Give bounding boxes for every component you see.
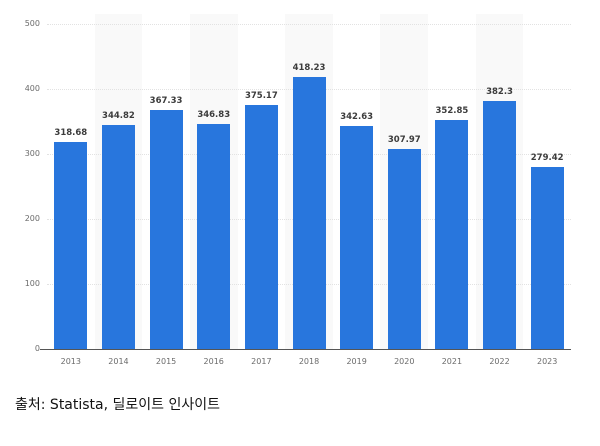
bar-2014 [101, 124, 135, 349]
x-tick-label: 2016 [203, 357, 224, 366]
value-label: 346.83 [197, 109, 231, 120]
bar-2023 [530, 167, 564, 349]
x-axis-line [40, 349, 571, 350]
bar-2021 [435, 119, 469, 349]
y-tick-label: 400 [24, 84, 40, 93]
y-tick-label: 200 [24, 214, 40, 223]
x-tick-label: 2021 [441, 357, 463, 366]
y-tick-label: 0 [34, 344, 40, 353]
bar-2015 [149, 110, 183, 349]
bar-2019 [340, 126, 374, 349]
x-tick-label: 2018 [298, 357, 320, 366]
bar-2013 [54, 141, 88, 349]
x-tick-label: 2015 [155, 357, 177, 366]
value-label: 418.23 [292, 63, 326, 74]
bar-2022 [483, 100, 517, 349]
source-caption: 출처: Statista, 딜로이트 인사이트 [15, 397, 221, 413]
y-tick-label: 100 [24, 279, 40, 288]
value-label: 344.82 [102, 110, 135, 121]
x-tick-label: 2023 [536, 357, 558, 366]
x-tick-label: 2013 [60, 357, 81, 366]
value-label: 367.33 [149, 96, 183, 107]
value-label: 307.97 [387, 134, 421, 145]
y-tick-label: 300 [24, 149, 40, 158]
value-label: 318.68 [54, 127, 88, 138]
bar-2016 [197, 123, 231, 349]
value-label: 279.42 [530, 153, 564, 164]
bar-2018 [292, 77, 326, 349]
x-tick-label: 2022 [489, 357, 510, 366]
value-label: 375.17 [244, 91, 278, 102]
value-label: 352.85 [435, 105, 469, 116]
bar-2020 [387, 148, 421, 349]
x-tick-label: 2017 [251, 357, 272, 366]
x-tick-label: 2014 [108, 357, 129, 366]
bar-chart: 0 100 200 300 400 500 318.68 2013 344.82 2014 367.… [24, 19, 571, 366]
x-tick-label: 2020 [394, 357, 415, 366]
y-tick-label: 500 [24, 19, 40, 28]
gridline [47, 24, 571, 25]
value-label: 382.3 [486, 86, 513, 97]
bar-2017 [244, 105, 278, 349]
value-label: 342.63 [340, 112, 374, 123]
x-tick-label: 2019 [346, 357, 367, 366]
